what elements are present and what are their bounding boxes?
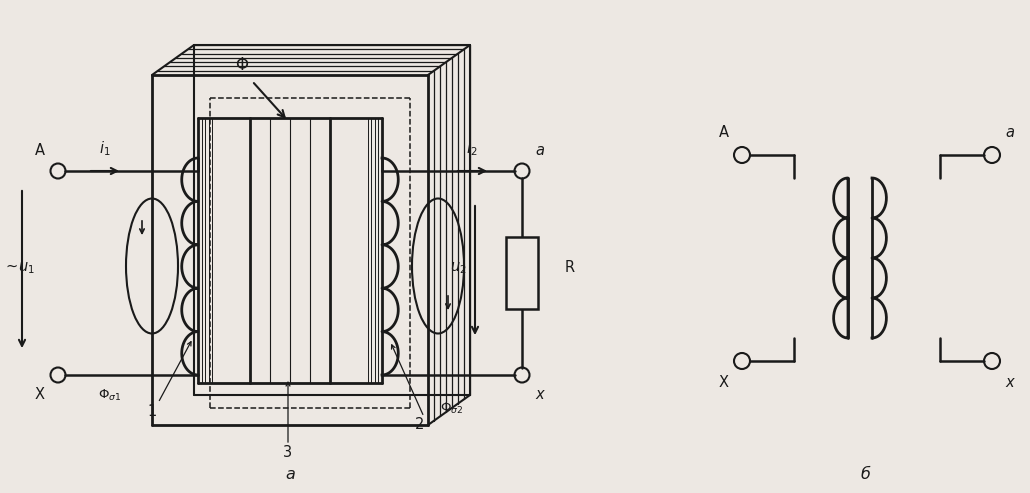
Text: $\Phi_{\sigma2}$: $\Phi_{\sigma2}$ bbox=[441, 400, 464, 416]
Text: x: x bbox=[536, 387, 544, 402]
Text: $i_2$: $i_2$ bbox=[467, 140, 478, 158]
Text: 3: 3 bbox=[283, 446, 293, 460]
Text: $\sim\!u_1$: $\sim\!u_1$ bbox=[3, 260, 35, 276]
Text: x: x bbox=[1005, 376, 1015, 390]
Text: $\Phi_{\sigma1}$: $\Phi_{\sigma1}$ bbox=[98, 387, 122, 403]
Text: б: б bbox=[860, 467, 870, 483]
Text: 1: 1 bbox=[147, 403, 157, 419]
Text: a: a bbox=[1005, 126, 1015, 141]
Bar bbox=[506, 237, 538, 309]
Text: A: A bbox=[719, 126, 729, 141]
Text: X: X bbox=[719, 376, 729, 390]
Text: $i_1$: $i_1$ bbox=[99, 140, 111, 158]
Text: а: а bbox=[285, 467, 295, 483]
Text: A: A bbox=[35, 143, 45, 159]
Text: a: a bbox=[536, 143, 545, 159]
Text: $u_2$: $u_2$ bbox=[450, 260, 467, 276]
Text: 2: 2 bbox=[415, 418, 424, 432]
Text: R: R bbox=[564, 260, 575, 276]
Text: X: X bbox=[35, 387, 45, 402]
Text: $\Phi$: $\Phi$ bbox=[235, 56, 249, 74]
